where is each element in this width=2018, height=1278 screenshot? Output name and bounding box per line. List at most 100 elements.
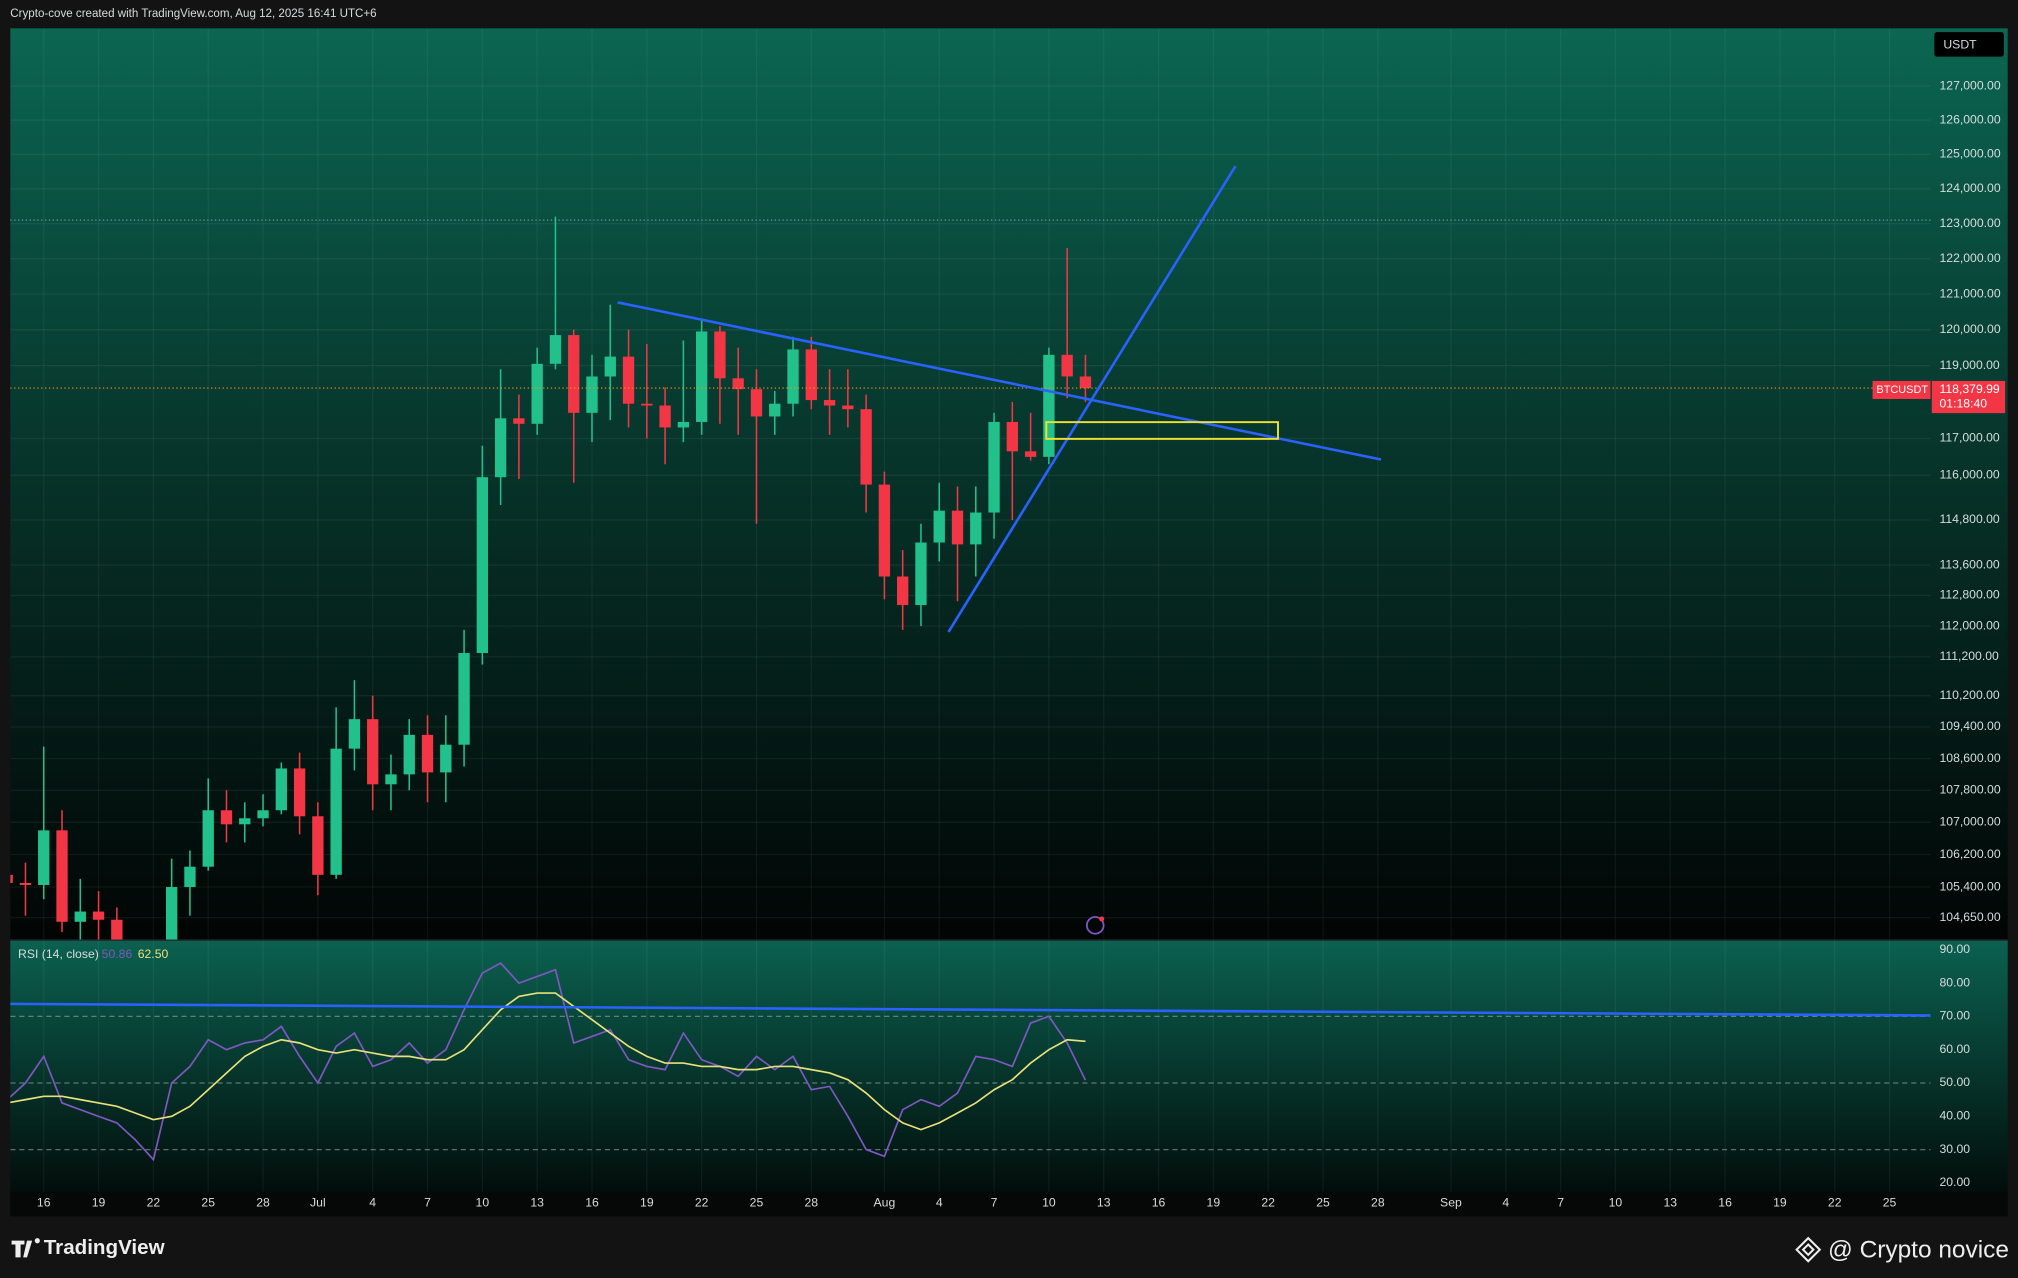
x-tick-label: 19 <box>92 1196 106 1210</box>
price-pane <box>10 28 2008 940</box>
symbol-tag <box>1872 380 1931 399</box>
time-axis <box>10 1191 2008 1217</box>
y-tick-label: 20.00 <box>1939 1175 1970 1189</box>
rsi-title: RSI (14, close) <box>18 947 99 961</box>
candle-body <box>933 510 945 543</box>
x-tick-label: 28 <box>1371 1196 1385 1210</box>
x-tick-label: 7 <box>1557 1196 1564 1210</box>
candle-body <box>476 477 489 654</box>
y-tick-label: 124,000.00 <box>1939 181 2000 195</box>
x-tick-label: Sep <box>1440 1196 1462 1210</box>
candle-body <box>421 734 434 773</box>
currency: USDT <box>1943 37 1977 51</box>
candle-body <box>695 331 708 422</box>
y-tick-label: 50.00 <box>1939 1075 1970 1089</box>
rsi-trendline <box>10 1002 1931 1017</box>
brand-logo <box>11 1238 40 1258</box>
x-tick-label: 22 <box>147 1196 161 1210</box>
y-tick-label: 107,800.00 <box>1939 783 2000 797</box>
x-tick-label: 4 <box>1502 1196 1509 1210</box>
candle-body <box>604 356 616 377</box>
symbol: BTCUSDT <box>1876 384 1928 396</box>
candle-body <box>531 363 543 424</box>
y-tick-label: 70.00 <box>1939 1009 1970 1023</box>
x-tick-label: 19 <box>640 1196 654 1210</box>
x-tick-label: 7 <box>991 1196 998 1210</box>
candle-body <box>56 830 68 922</box>
candle-body <box>10 874 13 883</box>
y-tick-label: 109,400.00 <box>1939 719 2000 733</box>
candle-body <box>275 768 287 811</box>
y-tick-label: 108,600.00 <box>1939 751 2000 765</box>
candle-body <box>202 810 214 867</box>
candle-body <box>19 882 32 885</box>
x-tick-label: 19 <box>1773 1196 1787 1210</box>
x-tick-label: 10 <box>1042 1196 1056 1210</box>
candle-body <box>494 418 507 478</box>
x-tick-label: 10 <box>476 1196 490 1210</box>
rsi-line <box>10 962 1087 1162</box>
x-tick-label: 13 <box>1097 1196 1111 1210</box>
y-tick-label: 80.00 <box>1939 975 1970 989</box>
y-tick-label: 90.00 <box>1939 942 1970 956</box>
candle-body <box>257 810 269 819</box>
candle-body <box>714 331 726 379</box>
y-tick-label: 113,600.00 <box>1939 557 1999 571</box>
candle-body <box>440 744 452 773</box>
candle-body <box>312 816 324 875</box>
rsi-value: 50.86 <box>102 947 133 961</box>
candle-body <box>860 409 872 485</box>
x-tick-label: 25 <box>201 1196 215 1210</box>
x-tick-label: Jul <box>310 1196 326 1210</box>
candle-body <box>878 484 891 577</box>
candle-body <box>622 356 635 404</box>
y-tick-label: 126,000.00 <box>1939 112 2000 126</box>
brand: TradingView <box>44 1236 166 1259</box>
trendline <box>617 301 1382 461</box>
candle-body <box>1061 354 1073 377</box>
y-tick-label: 105,400.00 <box>1939 879 2000 893</box>
drawings <box>10 165 1931 1017</box>
y-tick-label: 112,800.00 <box>1939 588 1999 602</box>
rsi-pane <box>10 940 2008 1217</box>
candle-body <box>330 748 342 875</box>
candle-body <box>677 421 690 428</box>
event-icon[interactable] <box>1085 916 1105 935</box>
y-tick-label: 125,000.00 <box>1939 147 2000 161</box>
rsi-line <box>10 992 1086 1131</box>
candle-body <box>74 911 86 922</box>
price-tag <box>1931 380 2006 414</box>
candle-body <box>348 719 361 749</box>
candle-body <box>220 810 233 825</box>
last-price: 118,379.99 <box>1939 382 1999 396</box>
candle-body <box>111 919 123 940</box>
y-tick-label: 123,000.00 <box>1939 216 2000 230</box>
event-dot <box>1099 916 1105 922</box>
candle-body <box>458 653 470 745</box>
x-tick-label: 25 <box>1316 1196 1330 1210</box>
zone-box <box>1045 421 1279 440</box>
x-tick-label: 16 <box>37 1196 51 1210</box>
price-plot <box>10 28 1931 940</box>
candle-body <box>750 389 763 417</box>
rsi-plot <box>10 940 1931 1192</box>
y-tick-label: 106,200.00 <box>1939 847 2000 861</box>
x-tick-label: 22 <box>1828 1196 1842 1210</box>
candle-body <box>385 774 397 785</box>
x-tick-label: 25 <box>1883 1196 1897 1210</box>
candle-body <box>1006 421 1018 452</box>
candle-body <box>915 542 927 606</box>
candle-body <box>184 866 196 888</box>
x-tick-label: 10 <box>1609 1196 1623 1210</box>
x-tick-label: 16 <box>585 1196 599 1210</box>
y-tick-label: 112,000.00 <box>1939 618 1999 632</box>
candle-body <box>659 405 671 428</box>
candle-body <box>842 405 854 410</box>
candle-body <box>38 830 50 885</box>
x-tick-label: 28 <box>805 1196 819 1210</box>
candle-body <box>549 335 562 364</box>
candle-body <box>1043 354 1055 457</box>
candle-body <box>293 768 306 817</box>
y-tick-label: 111,200.00 <box>1939 649 1999 663</box>
